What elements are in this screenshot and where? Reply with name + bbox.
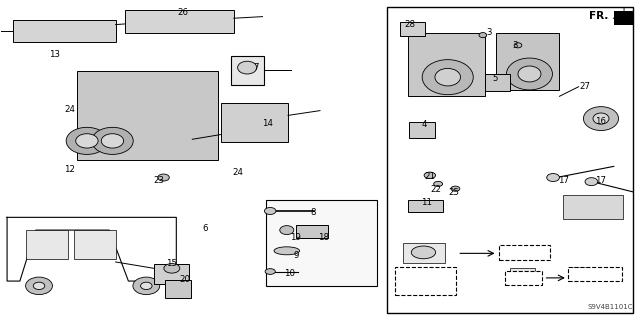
Bar: [166, 280, 191, 298]
Ellipse shape: [274, 247, 300, 255]
Ellipse shape: [547, 173, 559, 181]
Bar: [410, 122, 435, 138]
Text: 10: 10: [285, 268, 296, 278]
Bar: [408, 200, 444, 212]
Text: 26: 26: [177, 8, 188, 17]
Ellipse shape: [26, 277, 52, 295]
Bar: [296, 225, 328, 238]
Bar: [13, 20, 116, 42]
Bar: [572, 267, 588, 279]
Ellipse shape: [141, 282, 152, 290]
Bar: [614, 11, 633, 25]
Text: 27: 27: [580, 82, 591, 91]
Text: 3: 3: [512, 41, 518, 50]
Ellipse shape: [434, 181, 443, 187]
Text: 5: 5: [493, 74, 499, 83]
Bar: [505, 271, 542, 285]
Text: 15: 15: [166, 259, 177, 268]
Text: 14: 14: [262, 119, 273, 128]
Ellipse shape: [66, 127, 108, 155]
Ellipse shape: [164, 264, 180, 273]
Ellipse shape: [412, 246, 436, 259]
Text: 11: 11: [421, 198, 432, 207]
Ellipse shape: [424, 172, 436, 179]
Bar: [230, 56, 264, 85]
Ellipse shape: [451, 186, 460, 191]
Ellipse shape: [92, 127, 133, 155]
Text: 19: 19: [291, 233, 301, 242]
Ellipse shape: [33, 282, 45, 290]
Ellipse shape: [265, 269, 275, 274]
Text: 21: 21: [424, 172, 435, 181]
Bar: [403, 243, 445, 263]
Ellipse shape: [593, 113, 609, 124]
Ellipse shape: [158, 174, 170, 181]
Text: 1: 1: [619, 9, 625, 18]
Ellipse shape: [518, 66, 541, 82]
Ellipse shape: [101, 134, 124, 148]
Text: 3: 3: [486, 28, 492, 37]
Text: 6: 6: [202, 224, 208, 233]
Text: 17: 17: [559, 176, 570, 185]
Text: 1: 1: [620, 7, 626, 16]
Ellipse shape: [585, 178, 598, 186]
Bar: [266, 200, 378, 286]
Bar: [154, 264, 189, 284]
Text: 7: 7: [253, 63, 259, 72]
Bar: [125, 10, 234, 33]
Text: B-37-15
B-37-16: B-37-15 B-37-16: [408, 271, 443, 291]
Text: 4: 4: [422, 120, 428, 129]
Bar: [408, 33, 484, 96]
Text: 24: 24: [233, 168, 244, 177]
Bar: [387, 7, 633, 313]
Text: 13: 13: [49, 50, 60, 59]
Text: 22: 22: [431, 185, 442, 194]
Bar: [74, 230, 116, 259]
Ellipse shape: [237, 61, 257, 74]
Bar: [77, 71, 218, 160]
Text: 18: 18: [317, 233, 329, 242]
Ellipse shape: [76, 134, 98, 148]
Bar: [499, 245, 550, 260]
Text: 9: 9: [293, 251, 298, 260]
Text: 12: 12: [64, 165, 75, 174]
Bar: [484, 74, 510, 92]
Bar: [563, 195, 623, 219]
Ellipse shape: [264, 207, 276, 214]
Text: 16: 16: [595, 116, 607, 126]
Text: FR.: FR.: [589, 11, 609, 21]
Text: 8: 8: [311, 208, 316, 217]
Bar: [495, 33, 559, 90]
Text: 17: 17: [595, 176, 607, 185]
Ellipse shape: [435, 68, 461, 86]
Text: B-13-11: B-13-11: [578, 269, 612, 278]
Ellipse shape: [280, 226, 294, 235]
Bar: [400, 22, 426, 36]
Text: B-55: B-55: [513, 274, 534, 283]
Text: 25: 25: [449, 188, 460, 197]
Text: 20: 20: [179, 275, 190, 284]
Bar: [509, 268, 535, 284]
Text: 23: 23: [154, 176, 164, 185]
Bar: [396, 267, 456, 295]
Bar: [568, 267, 622, 281]
Text: 28: 28: [404, 20, 415, 29]
Ellipse shape: [506, 58, 552, 90]
Bar: [26, 230, 68, 259]
Ellipse shape: [479, 33, 486, 38]
Ellipse shape: [422, 60, 473, 95]
Ellipse shape: [514, 43, 522, 48]
Text: 24: 24: [64, 105, 75, 114]
Text: S9V4B1101C: S9V4B1101C: [588, 304, 633, 309]
Ellipse shape: [584, 107, 618, 131]
Ellipse shape: [133, 277, 160, 295]
Bar: [221, 103, 288, 142]
Text: B-53-10: B-53-10: [507, 248, 541, 257]
